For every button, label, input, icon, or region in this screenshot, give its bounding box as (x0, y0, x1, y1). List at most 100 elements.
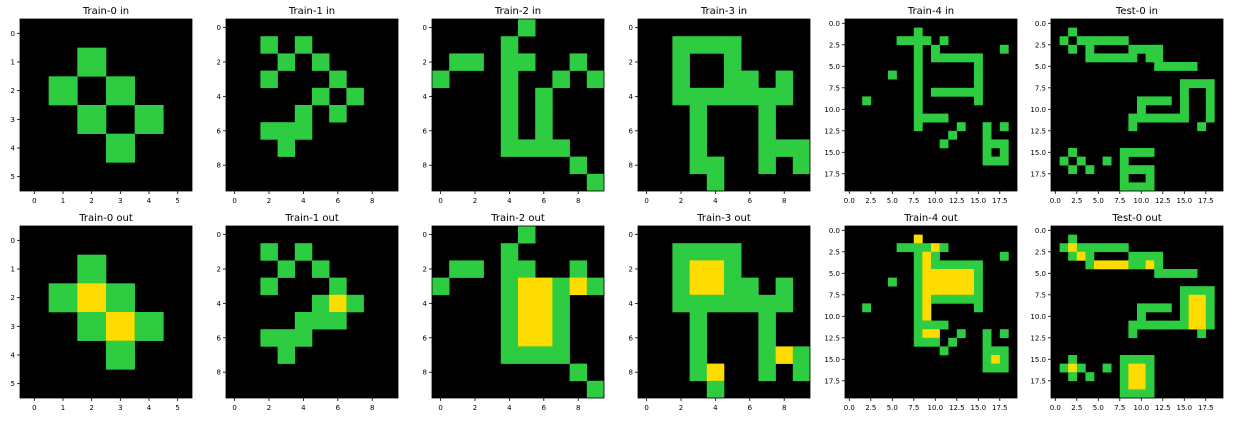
yellow-cell (518, 329, 536, 347)
green-cell (500, 36, 519, 54)
green-cell (741, 277, 759, 296)
green-cell (672, 36, 690, 54)
green-cell (1137, 148, 1146, 157)
green-cell (1162, 62, 1172, 71)
x-tick-label: 0.0 (1050, 404, 1061, 412)
green-cell (432, 70, 450, 89)
green-cell (1102, 156, 1112, 166)
green-cell (1068, 27, 1078, 37)
y-tick-label: 6 (423, 127, 428, 135)
panel-frame (225, 225, 399, 399)
green-cell (982, 139, 992, 149)
green-cell (991, 363, 1001, 373)
green-cell (569, 260, 588, 278)
green-cell (1197, 79, 1207, 89)
x-tick-label: 4 (507, 404, 512, 412)
green-cell (1068, 251, 1078, 261)
yellow-cell (991, 355, 1001, 364)
green-cell (1094, 53, 1103, 63)
green-cell (518, 346, 536, 364)
green-cell (1154, 96, 1164, 106)
x-tick-label: 4 (301, 404, 306, 412)
green-cell (939, 320, 949, 330)
green-cell (1119, 182, 1129, 192)
y-tick-label: 0.0 (1035, 20, 1046, 28)
green-cell (913, 105, 923, 114)
green-cell (1145, 251, 1155, 261)
green-cell (1111, 243, 1121, 253)
green-cell (294, 122, 313, 140)
green-cell (1085, 53, 1095, 63)
green-cell (346, 87, 364, 106)
y-tick-label: 5.0 (1035, 63, 1046, 71)
yellow-cell (956, 277, 966, 287)
y-tick-label: 0 (423, 231, 427, 239)
green-cell (277, 53, 296, 71)
green-cell (991, 139, 1001, 149)
panel-frame (637, 18, 811, 192)
green-cell (792, 139, 811, 157)
green-cell (913, 113, 923, 123)
green-cell (1111, 36, 1121, 46)
green-cell (329, 105, 347, 123)
x-tick-label: 12.5 (949, 197, 965, 205)
x-tick-label: 10.0 (928, 404, 944, 412)
green-cell (1205, 105, 1215, 114)
green-cell (1205, 294, 1215, 304)
green-cell (974, 286, 983, 296)
green-cell (689, 329, 708, 347)
green-cell (758, 122, 776, 140)
green-cell (913, 62, 923, 71)
green-cell (913, 70, 923, 80)
y-tick-label: 1 (11, 59, 15, 67)
x-tick-label: 0.0 (844, 197, 855, 205)
green-cell (569, 156, 588, 175)
x-tick-label: 2 (679, 404, 683, 412)
green-cell (1145, 173, 1155, 183)
green-cell (1145, 182, 1155, 192)
yellow-cell (931, 269, 940, 278)
yellow-cell (569, 277, 588, 296)
green-cell (706, 156, 725, 175)
green-cell (1171, 269, 1181, 278)
green-cell (1137, 113, 1146, 123)
green-cell (1068, 44, 1078, 54)
green-cell (500, 243, 519, 261)
y-tick-label: 6 (423, 334, 428, 342)
green-cell (982, 329, 992, 339)
panel-title: Train-3 out (696, 213, 751, 224)
y-tick-label: 17.5 (1030, 377, 1046, 385)
yellow-cell (329, 294, 347, 313)
y-tick-label: 2 (423, 266, 427, 274)
green-cell (913, 87, 923, 97)
yellow-cell (931, 277, 940, 287)
green-cell (913, 36, 923, 46)
green-cell (939, 294, 949, 304)
x-tick-label: 8 (576, 197, 580, 205)
green-cell (1197, 286, 1207, 296)
x-tick-label: 5.0 (887, 404, 898, 412)
yellow-cell (1137, 372, 1146, 382)
green-cell (552, 312, 570, 330)
green-cell (948, 53, 958, 63)
green-cell (965, 260, 975, 270)
green-cell (706, 173, 725, 192)
green-cell (1128, 122, 1138, 132)
green-cell (329, 70, 347, 89)
green-cell (329, 277, 347, 296)
green-cell (689, 139, 708, 157)
green-cell (1154, 303, 1164, 313)
green-cell (956, 87, 966, 97)
green-cell (974, 87, 983, 97)
green-cell (500, 346, 519, 364)
green-cell (1205, 312, 1215, 321)
x-tick-label: 8 (782, 197, 786, 205)
green-cell (689, 312, 708, 330)
panel-title: Train-4 in (907, 6, 954, 17)
green-cell (1085, 260, 1095, 270)
y-tick-label: 0.0 (829, 20, 840, 28)
y-tick-label: 0 (217, 231, 221, 239)
y-tick-label: 7.5 (1035, 84, 1046, 92)
x-tick-label: 3 (118, 197, 122, 205)
y-tick-label: 7.5 (829, 84, 840, 92)
